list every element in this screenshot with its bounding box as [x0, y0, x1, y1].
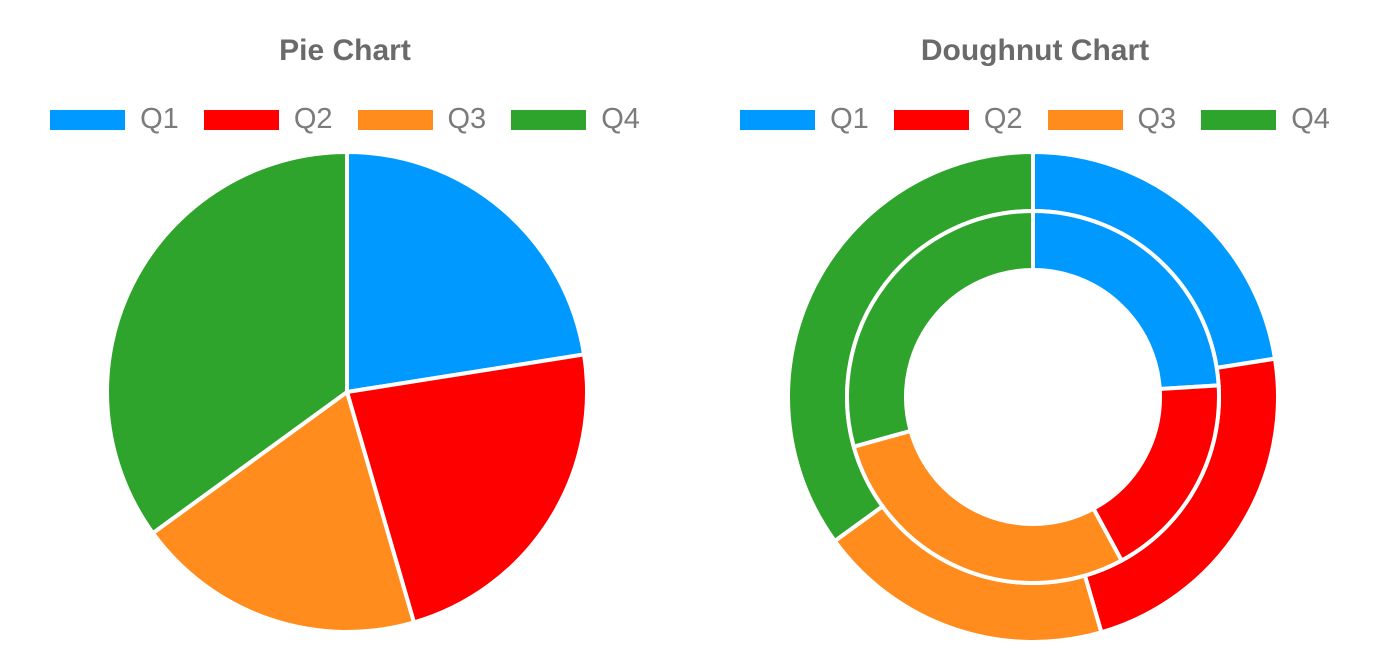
legend-item-q1[interactable]: Q1 — [740, 105, 869, 134]
doughnut-chart[interactable] — [690, 0, 1380, 666]
legend-swatch-q2 — [203, 109, 279, 130]
legend-label: Q2 — [983, 103, 1023, 135]
legend-swatch-q4 — [511, 109, 587, 130]
legend-item-q1[interactable]: Q1 — [50, 105, 179, 134]
legend-label: Q1 — [830, 103, 869, 135]
doughnut-chart-panel: Doughnut Chart Q1 Q2 Q3 Q4 — [690, 0, 1380, 666]
legend-swatch-q3 — [1047, 109, 1123, 130]
legend-item-q3[interactable]: Q3 — [1047, 103, 1177, 135]
legend-swatch-q3 — [357, 109, 433, 130]
doughnut-inner-ring-slice-q4[interactable] — [845, 208, 1035, 450]
pie-slice-q3[interactable] — [150, 388, 417, 634]
legend-label: Q4 — [601, 103, 640, 135]
legend-swatch-q1 — [740, 109, 816, 130]
pie-chart[interactable] — [0, 0, 690, 666]
legend-item-q4[interactable]: Q4 — [511, 105, 640, 134]
legend-label: Q4 — [1291, 103, 1330, 135]
legend-swatch-q4 — [1201, 109, 1277, 130]
legend-item-q3[interactable]: Q3 — [357, 103, 487, 135]
doughnut-chart-title: Doughnut Chart — [920, 34, 1150, 67]
legend-label: Q1 — [140, 103, 179, 135]
pie-slice-q2[interactable] — [344, 352, 590, 625]
doughnut-inner-ring-slice-q3[interactable] — [851, 428, 1125, 585]
legend-swatch-q2 — [893, 109, 969, 130]
legend-label: Q2 — [293, 103, 333, 135]
legend-label: Q3 — [1137, 103, 1177, 135]
legend-swatch-q1 — [50, 109, 126, 130]
pie-chart-legend: Q1 Q2 Q3 Q4 — [0, 105, 690, 134]
pie-chart-title: Pie Chart — [279, 34, 411, 67]
doughnut-chart-legend: Q1 Q2 Q3 Q4 — [690, 105, 1380, 134]
legend-item-q2[interactable]: Q2 — [203, 103, 333, 135]
pie-chart-panel: Pie Chart Q1 Q2 Q3 Q4 — [0, 0, 690, 666]
pie-slice-q1[interactable] — [345, 149, 587, 395]
pie-slice-q4[interactable] — [105, 149, 349, 536]
legend-label: Q3 — [447, 103, 487, 135]
legend-item-q4[interactable]: Q4 — [1201, 105, 1330, 134]
legend-item-q2[interactable]: Q2 — [893, 103, 1023, 135]
